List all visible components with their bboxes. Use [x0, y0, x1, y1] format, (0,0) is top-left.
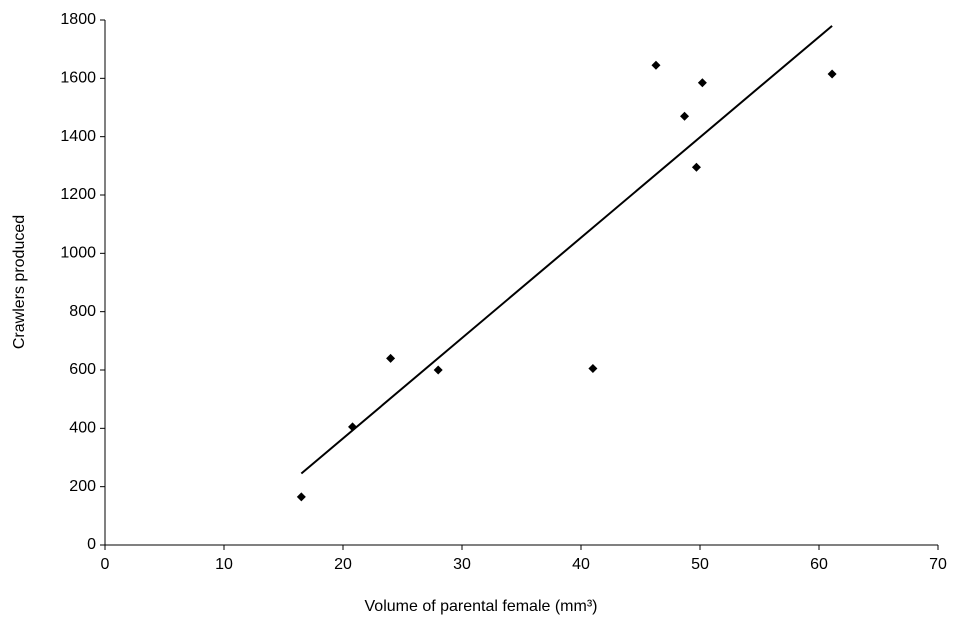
x-tick-label: 10 [215, 556, 233, 573]
data-point [386, 353, 396, 363]
x-tick-label: 50 [691, 556, 709, 573]
x-tick-label: 70 [929, 556, 947, 573]
y-tick-label: 1800 [60, 11, 96, 28]
y-tick-label: 800 [69, 303, 96, 320]
x-axis-label: Volume of parental female (mm³) [365, 598, 598, 615]
y-tick-label: 0 [87, 536, 96, 553]
x-tick-label: 0 [101, 556, 110, 573]
y-tick-label: 1200 [60, 186, 96, 203]
y-tick-label: 600 [69, 361, 96, 378]
y-tick-label: 400 [69, 420, 96, 437]
x-tick-label: 40 [572, 556, 590, 573]
x-tick-label: 20 [334, 556, 352, 573]
data-point [651, 60, 661, 70]
data-point [588, 364, 598, 374]
data-point [348, 422, 358, 432]
data-point [680, 111, 690, 121]
y-tick-label: 1000 [60, 245, 96, 262]
x-tick-label: 30 [453, 556, 471, 573]
y-tick-label: 1400 [60, 128, 96, 145]
y-tick-label: 200 [69, 478, 96, 495]
trendline [300, 25, 833, 475]
y-tick-label: 1600 [60, 70, 96, 87]
data-point [827, 69, 837, 79]
data-point [691, 162, 701, 172]
data-point [697, 78, 707, 88]
y-axis-label: Crawlers produced [11, 215, 28, 349]
data-point [433, 365, 443, 375]
x-tick-label: 60 [810, 556, 828, 573]
data-point [296, 492, 306, 502]
